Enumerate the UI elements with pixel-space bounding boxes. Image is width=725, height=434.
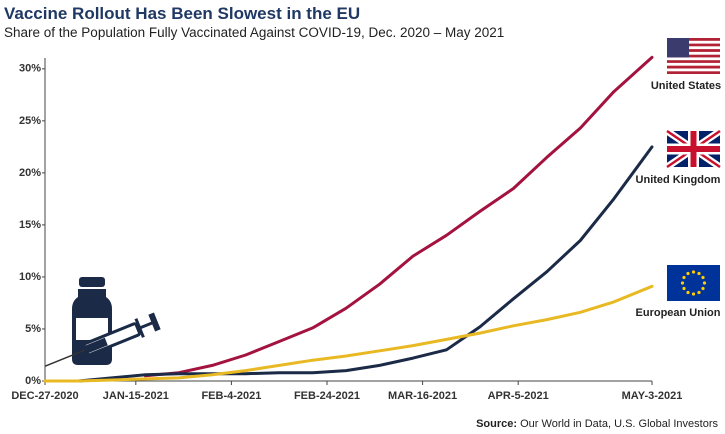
source: Source: Our World in Data, U.S. Global I… <box>476 418 718 430</box>
y-tick-label: 0% <box>25 375 41 387</box>
chart-subtitle: Share of the Population Fully Vaccinated… <box>4 25 504 40</box>
y-tick-label: 20% <box>19 167 41 179</box>
y-tick-label: 30% <box>19 63 41 75</box>
vaccine-illustration <box>44 277 161 367</box>
legend-label: United States <box>651 80 721 92</box>
y-tick-label: 15% <box>19 219 41 231</box>
y-tick-label: 5% <box>25 323 41 335</box>
series-line <box>143 55 654 378</box>
eu-flag <box>667 265 720 301</box>
x-tick-label: DEC-27-2020 <box>11 390 78 402</box>
x-tick-label: FEB-24-2021 <box>294 390 360 402</box>
x-tick-label: MAR-16-2021 <box>388 390 457 402</box>
x-tick-label: MAY-3-2021 <box>622 390 683 402</box>
source-text: Our World in Data, U.S. Global Investors <box>520 418 718 430</box>
us-flag <box>667 38 720 74</box>
x-tick-label: JAN-15-2021 <box>103 390 169 402</box>
series-line <box>43 284 654 383</box>
x-tick-label: FEB-4-2021 <box>201 390 261 402</box>
uk-flag <box>665 128 722 170</box>
series-line <box>77 145 654 383</box>
source-label: Source: <box>476 418 517 430</box>
legend-label: United Kingdom <box>636 174 721 186</box>
x-tick-label: APR-5-2021 <box>488 390 549 402</box>
legend-label: European Union <box>636 307 721 319</box>
y-tick-label: 10% <box>19 271 41 283</box>
y-tick-label: 25% <box>19 115 41 127</box>
chart-title: Vaccine Rollout Has Been Slowest in the … <box>4 4 360 23</box>
